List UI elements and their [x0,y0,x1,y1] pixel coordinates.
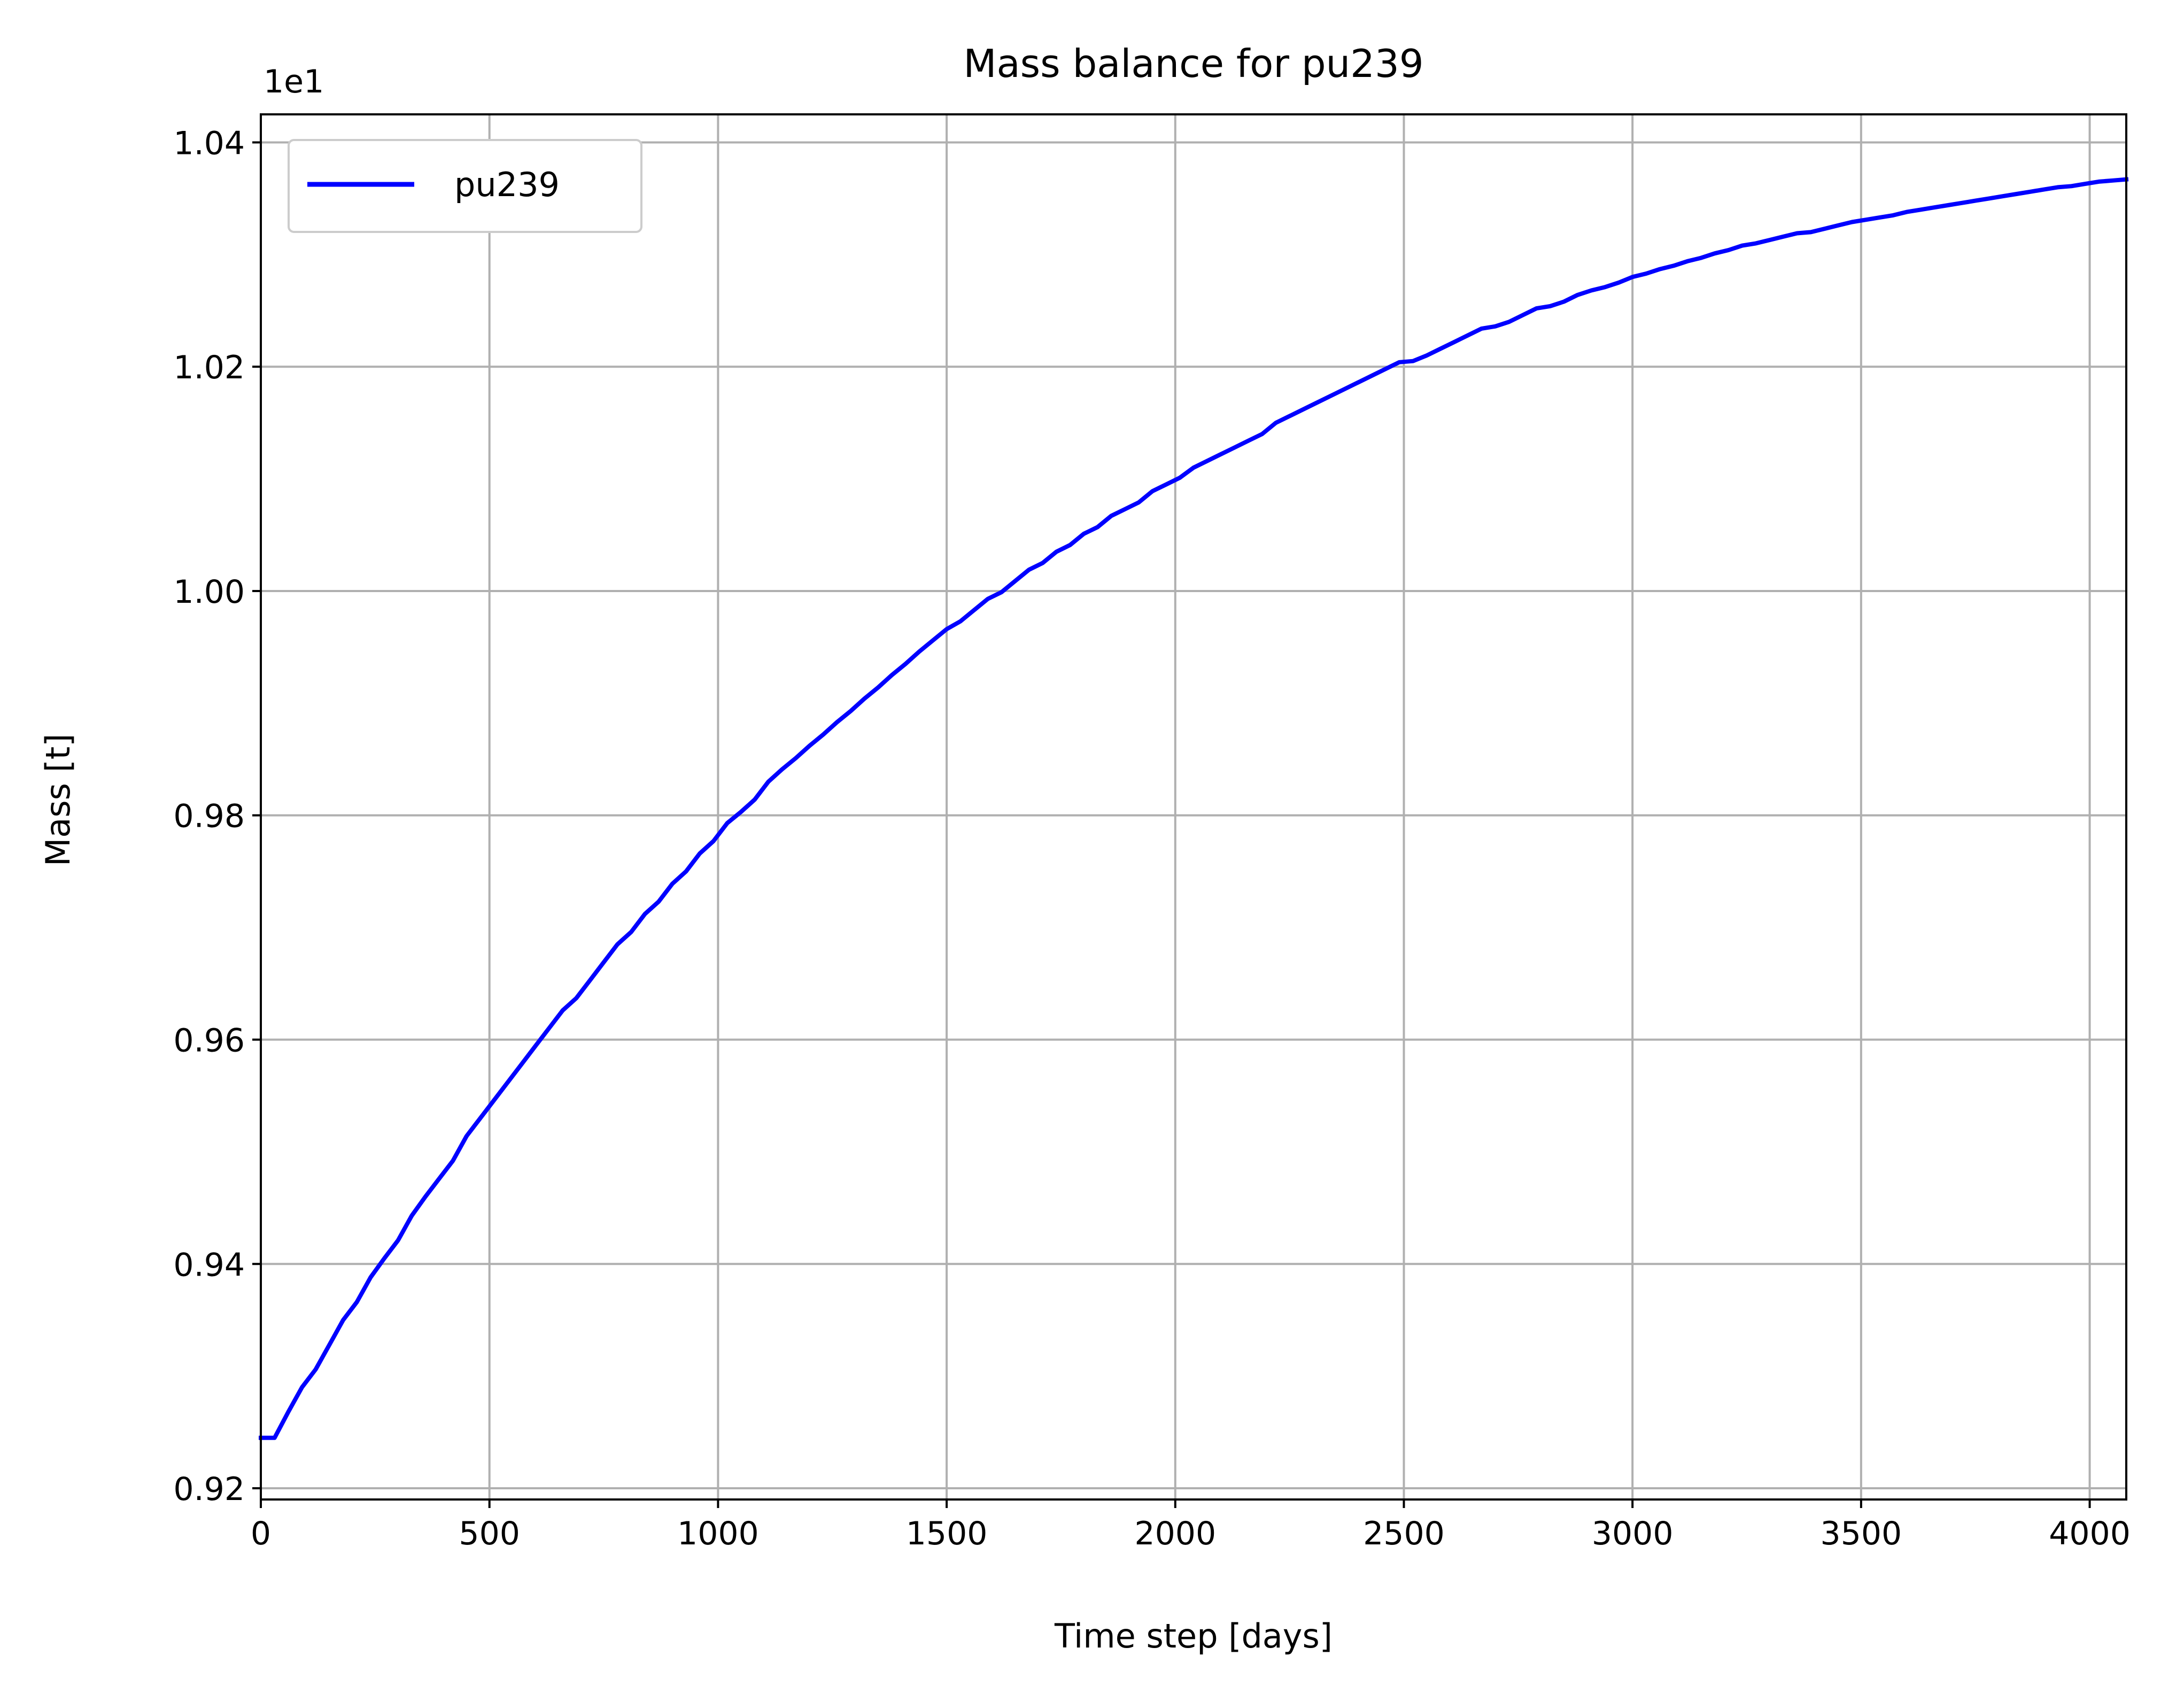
x-tick-label: 1000 [677,1515,759,1552]
series-layer [259,177,2129,1440]
x-tick-label: 2500 [1363,1515,1445,1552]
ticks: 0 500 1000 1500 2000 2500 3000 3500 4000 0.92 0.94… [173,125,2131,1552]
y-tick-label: 1.04 [173,125,245,162]
x-tick-label: 3500 [1821,1515,1902,1552]
y-tick-label: 0.98 [173,798,245,835]
x-tick-label: 3000 [1592,1515,1674,1552]
x-tick-label: 2000 [1134,1515,1216,1552]
y-tick-label: 1.02 [173,349,245,386]
y-tick-label: 1.00 [173,573,245,611]
x-axis-label: Time step [days] [1054,1617,1333,1656]
x-tick-label: 0 [251,1515,271,1552]
x-tick-label: 500 [459,1515,520,1552]
legend: pu239 [288,139,642,233]
y-tick-label: 0.94 [173,1246,245,1284]
y-tick-label: 0.92 [173,1471,245,1508]
grid [260,114,2126,1499]
y-offset-label: 1e1 [264,63,324,100]
y-tick-label: 0.96 [173,1022,245,1059]
legend-box [288,139,642,233]
x-tick-label: 4000 [2049,1515,2131,1552]
x-tick-label: 1500 [906,1515,988,1552]
legend-label: pu239 [454,165,560,204]
series-line-pu239 [259,177,2129,1440]
axes-frame [260,113,2127,1501]
y-axis-label: Mass [t] [38,734,78,866]
chart-title: Mass balance for pu239 [963,41,1423,86]
